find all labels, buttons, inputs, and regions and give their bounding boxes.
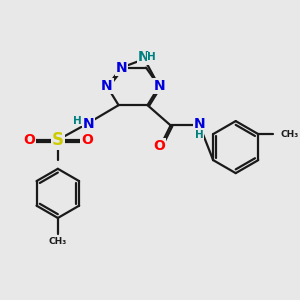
Text: H: H: [147, 52, 156, 62]
Text: CH₃: CH₃: [281, 130, 299, 139]
Text: O: O: [153, 139, 165, 153]
Text: H: H: [73, 116, 82, 126]
Text: O: O: [81, 133, 93, 147]
Text: N: N: [137, 50, 149, 64]
Text: N: N: [116, 61, 127, 75]
Text: N: N: [101, 80, 113, 93]
Text: CH₃: CH₃: [49, 237, 67, 246]
Text: N: N: [82, 117, 94, 131]
Text: S: S: [52, 131, 64, 149]
Text: O: O: [23, 133, 35, 147]
Text: N: N: [153, 80, 165, 93]
Text: H: H: [195, 130, 204, 140]
Text: N: N: [194, 117, 206, 131]
